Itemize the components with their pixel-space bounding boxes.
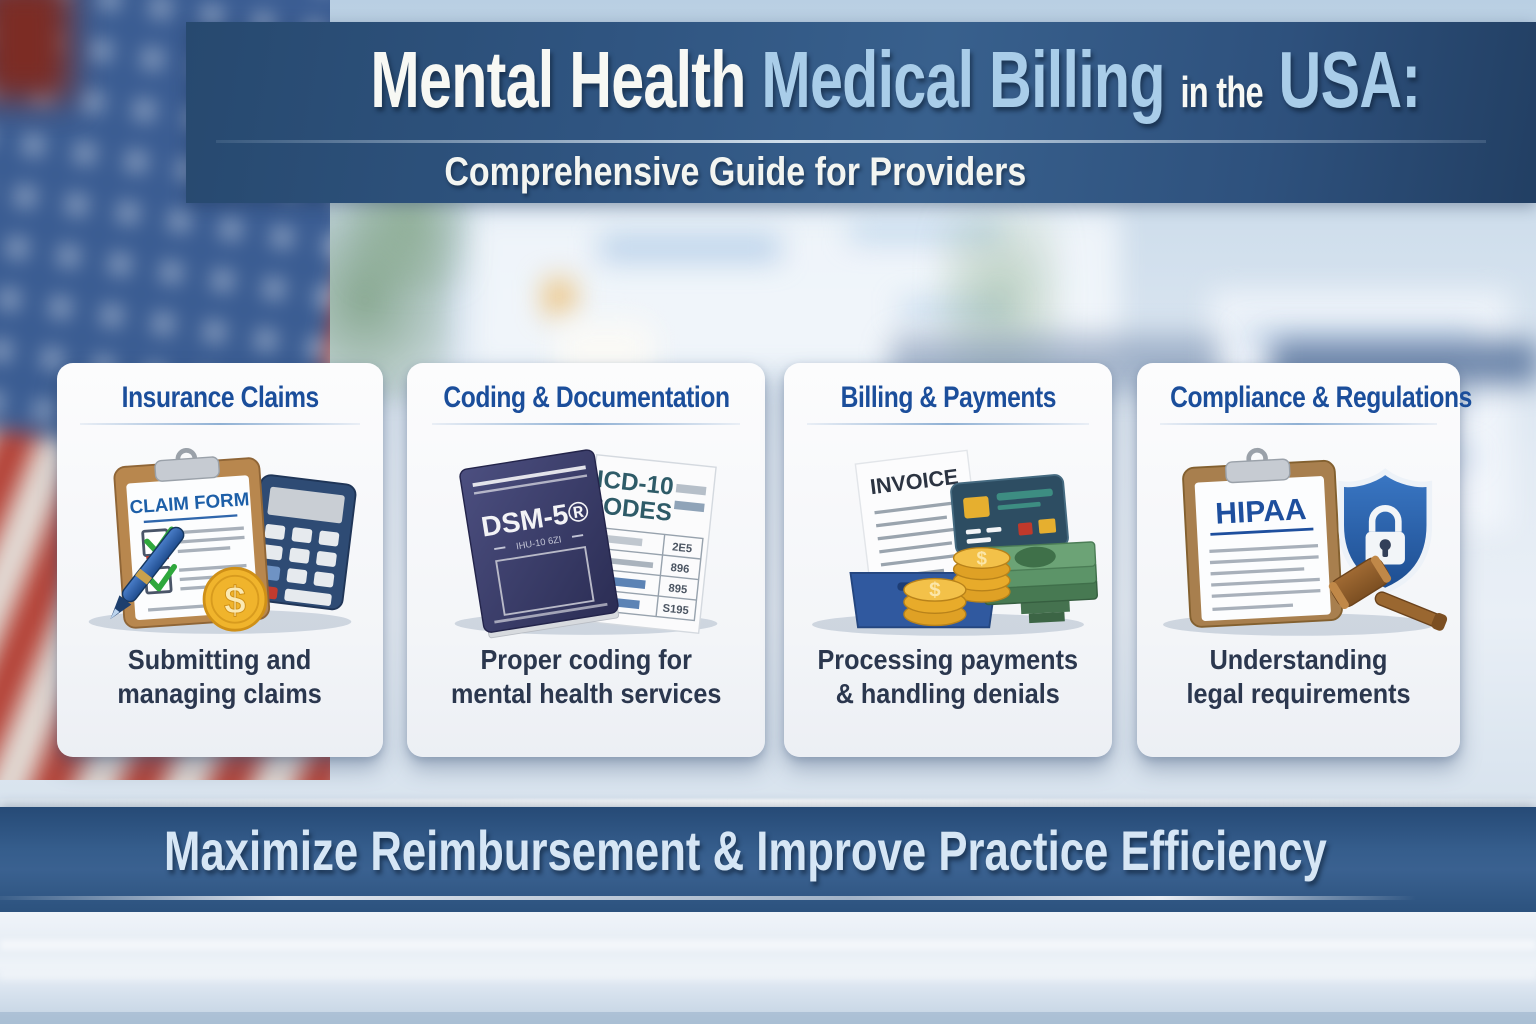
card-description: Understanding legal requirements	[1174, 643, 1423, 711]
whiteboard-smudge	[600, 235, 780, 261]
card-title-underline	[432, 423, 740, 425]
banner-text: Maximize Reimbursement & Improve Practic…	[163, 819, 1327, 882]
desc-line-1: Proper coding for	[480, 644, 692, 675]
title-part-medical-billing: Medical Billing	[761, 35, 1165, 124]
desc-line-2: & handling denials	[835, 678, 1061, 709]
code-4: S195	[662, 603, 689, 618]
desk-edge-highlight	[0, 799, 1536, 807]
banner-streak-line	[0, 896, 1416, 900]
title-divider-line	[216, 140, 1486, 143]
us-flag	[0, 0, 330, 780]
desc-line-2: mental health services	[450, 678, 722, 709]
bottom-banner: Maximize Reimbursement & Improve Practic…	[0, 807, 1536, 912]
gavel-icon	[1328, 555, 1447, 631]
desc-line-1: Understanding	[1209, 644, 1388, 675]
desk-surface	[0, 912, 1536, 1024]
hipaa-clipboard-icon: HIPAA	[1181, 447, 1343, 628]
desk-edge	[0, 1012, 1536, 1024]
card-title-underline	[806, 423, 1090, 425]
subtitle: Comprehensive Guide for Providers	[186, 146, 1284, 198]
card-billing-payments: Billing & Payments INVOICE	[784, 363, 1112, 757]
desc-line-2: legal requirements	[1186, 678, 1411, 709]
credit-card-icon	[950, 474, 1069, 556]
subtitle-text: Comprehensive Guide for Providers	[444, 150, 1026, 194]
card-description: Submitting and managing claims	[106, 643, 333, 711]
title-part-mental-health: Mental Health	[370, 35, 746, 124]
flag-corner	[0, 0, 70, 100]
desk-streak	[0, 970, 1536, 980]
card-title-coding-documentation: Coding & Documentation	[442, 381, 730, 414]
card-title-insurance-claims: Insurance Claims	[121, 381, 319, 414]
code-3: 895	[668, 582, 688, 596]
desc-line-1: Submitting and	[128, 644, 312, 675]
insurance-claims-illustration: CLAIM FORM	[88, 448, 357, 634]
coding-documentation-illustration: ICD-10 CODES 2E5 896 895 S195	[454, 449, 718, 639]
hipaa-label: HIPAA	[1214, 493, 1307, 531]
card-compliance-regulations: Compliance & Regulations HIPAA	[1137, 363, 1472, 757]
whiteboard-smudge	[900, 300, 1010, 318]
card-insurance-claims: Insurance Claims	[57, 363, 383, 757]
svg-text:$: $	[224, 578, 246, 622]
coins-stack-icon: $ $	[903, 546, 1011, 627]
whiteboard-note	[545, 280, 573, 314]
title-part-in-the: in the	[1180, 68, 1263, 117]
card-description: Proper coding for mental health services	[436, 643, 736, 711]
desk-streak	[0, 940, 1536, 950]
desc-line-2: managing claims	[117, 678, 323, 709]
title-part-usa: USA:	[1278, 35, 1421, 124]
dsm5-book-icon: DSM-5® IHU-10 6ZI	[459, 449, 620, 639]
code-2: 896	[670, 562, 690, 576]
card-title-underline	[1159, 423, 1438, 425]
dollar-coin-icon: $	[202, 566, 268, 632]
card-description: Processing payments & handling denials	[803, 643, 1092, 711]
billing-payments-illustration: INVOICE	[812, 449, 1098, 636]
whiteboard-smudge	[850, 222, 1000, 242]
compliance-regulations-illustration: HIPAA	[1162, 447, 1447, 636]
banner-text-row: Maximize Reimbursement & Improve Practic…	[0, 813, 1460, 889]
main-title: Mental Health Medical Billing in the USA…	[186, 24, 1421, 136]
shield-lock-icon	[1337, 468, 1432, 594]
card-coding-documentation: Coding & Documentation ICD-10 CODES	[407, 363, 765, 757]
desc-line-1: Processing payments	[817, 644, 1079, 675]
card-title-billing-payments: Billing & Payments	[840, 381, 1056, 414]
title-banner: Mental Health Medical Billing in the USA…	[186, 22, 1536, 203]
card-title-compliance-regulations: Compliance & Regulations	[1170, 381, 1472, 414]
card-title-underline	[79, 423, 361, 425]
svg-text:$: $	[977, 548, 988, 569]
svg-text:$: $	[929, 578, 941, 601]
code-1: 2E5	[672, 541, 693, 555]
pen-icon	[110, 526, 185, 620]
